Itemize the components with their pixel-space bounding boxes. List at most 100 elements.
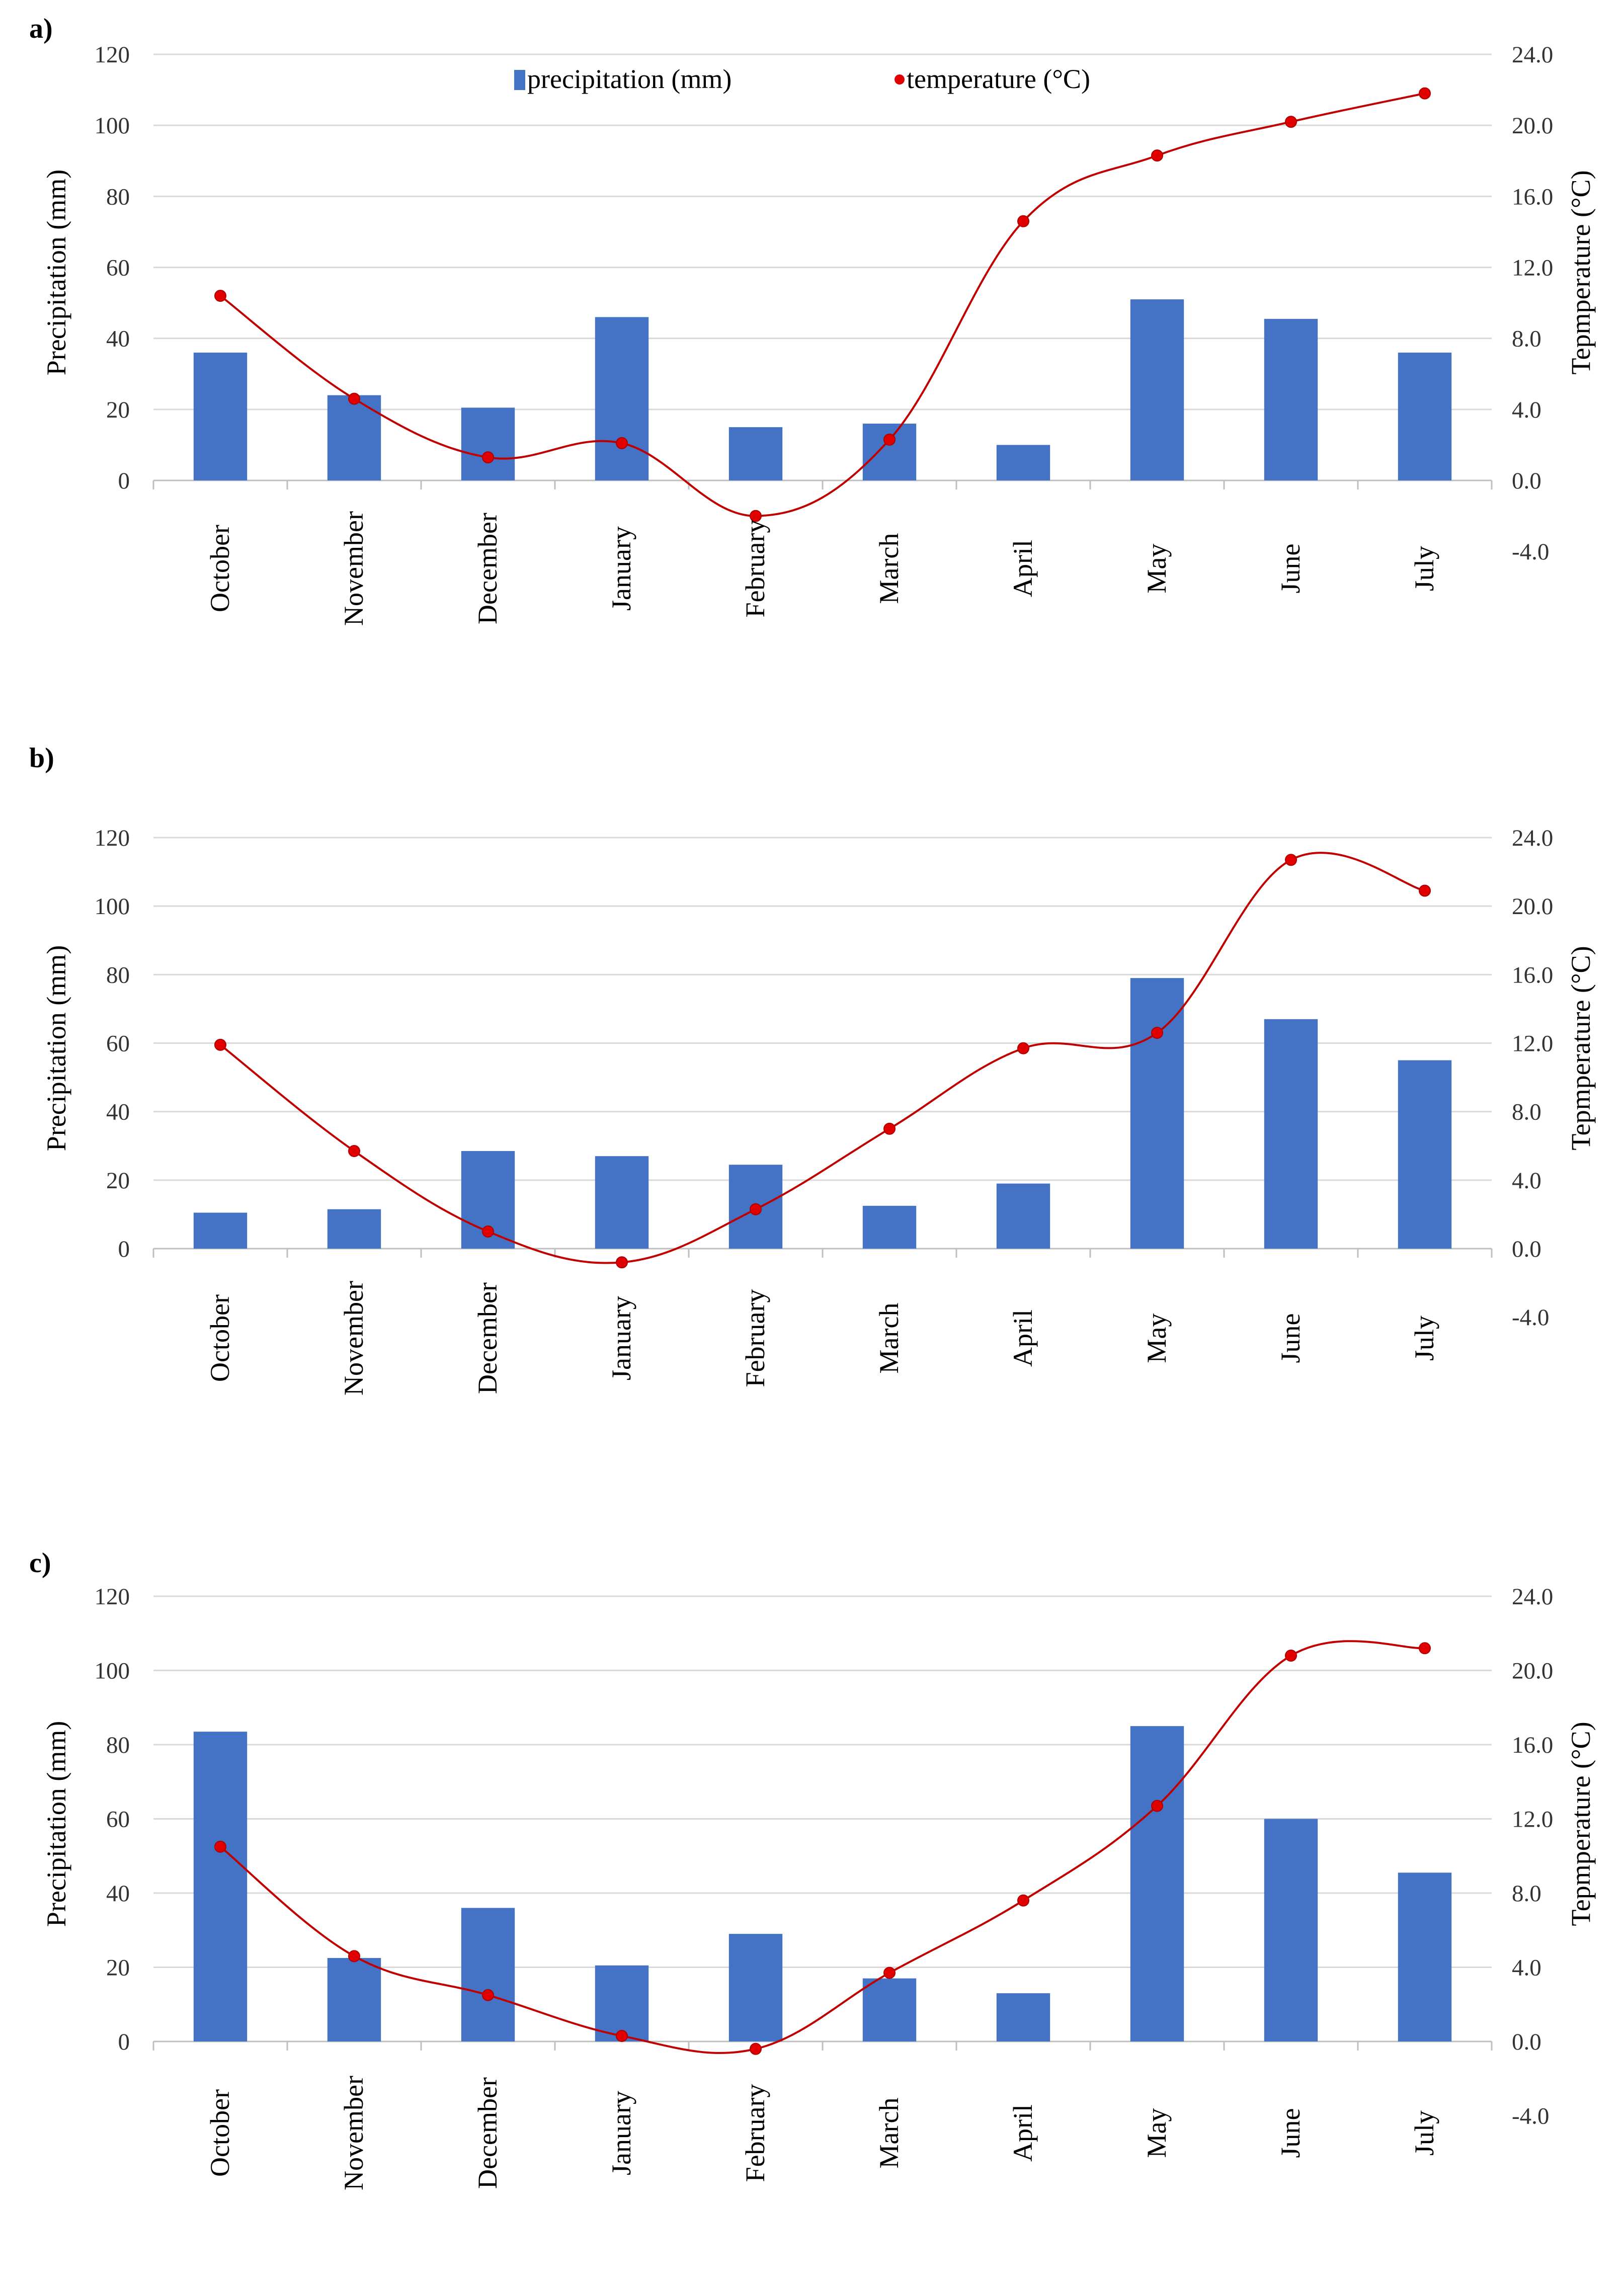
temperature-line bbox=[219, 852, 1425, 1264]
y-tick-label: 100 bbox=[95, 113, 130, 139]
y-tick-label: 0 bbox=[118, 468, 130, 494]
category-label: January bbox=[606, 2091, 636, 2175]
temperature-point bbox=[482, 451, 494, 464]
precipitation-bar bbox=[595, 317, 649, 480]
category-label: October bbox=[205, 525, 235, 612]
temperature-point bbox=[616, 437, 628, 449]
y-axis-title: Precipitation (mm) bbox=[41, 170, 71, 375]
temperature-line bbox=[219, 92, 1425, 517]
category-label: March bbox=[874, 2098, 904, 2169]
temperature-point bbox=[883, 433, 896, 446]
y2-tick-label: 20.0 bbox=[1512, 893, 1553, 920]
y2-tick-label: 24.0 bbox=[1512, 42, 1553, 68]
category-label: March bbox=[874, 1303, 904, 1374]
category-label: February bbox=[740, 2084, 770, 2182]
temperature-point bbox=[1017, 215, 1029, 227]
y-tick-label: 100 bbox=[95, 893, 130, 920]
precipitation-bar bbox=[728, 427, 783, 480]
category-label: November bbox=[339, 1281, 369, 1396]
panel-label: c) bbox=[29, 1547, 51, 1579]
y2-tick-label: 8.0 bbox=[1512, 1099, 1541, 1125]
precipitation-bar bbox=[1130, 1726, 1184, 2041]
panel-b: b) 0 20 40 60 80 100 120 -4.0 0.0 4.0 8.0 12.0 16.0 20… bbox=[29, 743, 1596, 1396]
temperature-point bbox=[616, 1256, 628, 1269]
y2-tick-label: 16.0 bbox=[1512, 1732, 1553, 1758]
y2-tick-label: 4.0 bbox=[1512, 1955, 1541, 1981]
y2-tick-label: 20.0 bbox=[1512, 113, 1553, 139]
y-tick-label: 80 bbox=[106, 184, 130, 210]
temperature-point bbox=[1151, 1799, 1163, 1812]
temperature-point bbox=[214, 1038, 226, 1051]
category-label: December bbox=[472, 513, 503, 624]
category-label: July bbox=[1409, 546, 1439, 591]
temperature-point bbox=[1017, 1042, 1029, 1054]
y2-tick-label: -4.0 bbox=[1512, 1304, 1549, 1331]
precipitation-bar bbox=[327, 1209, 381, 1249]
precipitation-bar bbox=[1398, 1872, 1452, 2041]
y2-axis-title: Tepmperature (°C) bbox=[1566, 170, 1596, 374]
y-tick-label: 100 bbox=[95, 1658, 130, 1684]
precipitation-bar bbox=[1264, 1019, 1318, 1249]
category-label: July bbox=[1409, 2110, 1439, 2156]
category-label: December bbox=[472, 2077, 503, 2189]
y2-tick-label: 24.0 bbox=[1512, 1584, 1553, 1610]
y2-axis-title: Tepmperature (°C) bbox=[1566, 1722, 1596, 1926]
y2-tick-label: 12.0 bbox=[1512, 1031, 1553, 1057]
y2-tick-label: 16.0 bbox=[1512, 962, 1553, 988]
y2-tick-label: 12.0 bbox=[1512, 1807, 1553, 1833]
category-label: October bbox=[205, 1294, 235, 1382]
y-tick-label: 40 bbox=[106, 1880, 130, 1907]
y-tick-label: 80 bbox=[106, 1732, 130, 1758]
y2-tick-label: 16.0 bbox=[1512, 184, 1553, 210]
temperature-point bbox=[348, 1950, 360, 1962]
temperature-point bbox=[883, 1967, 896, 1979]
y-tick-label: 20 bbox=[106, 397, 130, 423]
precipitation-bar bbox=[1130, 299, 1184, 480]
temperature-point bbox=[348, 392, 360, 405]
precipitation-bar bbox=[862, 1205, 917, 1249]
temperature-point bbox=[1285, 854, 1297, 866]
y2-tick-label: 20.0 bbox=[1512, 1658, 1553, 1684]
y-tick-label: 20 bbox=[106, 1955, 130, 1981]
legend-line-swatch bbox=[895, 74, 905, 85]
precipitation-bar bbox=[1264, 318, 1318, 480]
category-label: January bbox=[606, 1296, 636, 1380]
temperature-point bbox=[1285, 116, 1297, 128]
precipitation-bar bbox=[193, 1732, 248, 2041]
precipitation-bar bbox=[193, 1212, 248, 1249]
y-tick-label: 120 bbox=[95, 42, 130, 68]
panel-c: c) 0 20 40 60 80 100 120 -4.0 0.0 4.0 8.0 12.0 16.0 20… bbox=[29, 1547, 1596, 2190]
temperature-point bbox=[482, 1225, 494, 1238]
temperature-point bbox=[214, 289, 226, 302]
precipitation-bar bbox=[1398, 352, 1452, 480]
temperature-point bbox=[750, 1203, 762, 1215]
category-label: June bbox=[1275, 1314, 1306, 1363]
temperature-point bbox=[1151, 1027, 1163, 1039]
category-label: April bbox=[1008, 1309, 1038, 1367]
temperature-point bbox=[1017, 1894, 1029, 1907]
y2-tick-label: 24.0 bbox=[1512, 825, 1553, 851]
y2-tick-label: -4.0 bbox=[1512, 2103, 1549, 2130]
category-label: October bbox=[205, 2089, 235, 2177]
y2-tick-label: 12.0 bbox=[1512, 255, 1553, 281]
precipitation-bar bbox=[1130, 978, 1184, 1249]
category-label: May bbox=[1142, 1314, 1172, 1363]
panel-label: b) bbox=[29, 743, 54, 774]
y2-tick-label: 8.0 bbox=[1512, 1880, 1541, 1907]
y-axis-title: Precipitation (mm) bbox=[41, 945, 71, 1151]
category-label: November bbox=[339, 511, 369, 626]
y-tick-label: 60 bbox=[106, 1807, 130, 1833]
y-tick-label: 60 bbox=[106, 255, 130, 281]
y2-tick-label: 0.0 bbox=[1512, 468, 1541, 494]
temperature-point bbox=[883, 1122, 896, 1135]
y2-axis-title: Tepmperature (°C) bbox=[1566, 946, 1596, 1150]
category-label: June bbox=[1275, 544, 1306, 594]
legend-label: temperature (°C) bbox=[907, 64, 1090, 94]
y2-tick-label: -4.0 bbox=[1512, 539, 1549, 565]
precipitation-bar bbox=[1398, 1060, 1452, 1249]
temperature-point bbox=[1419, 87, 1431, 100]
precipitation-bar bbox=[996, 1993, 1050, 2041]
category-label: May bbox=[1142, 544, 1172, 594]
temperature-point bbox=[214, 1840, 226, 1853]
